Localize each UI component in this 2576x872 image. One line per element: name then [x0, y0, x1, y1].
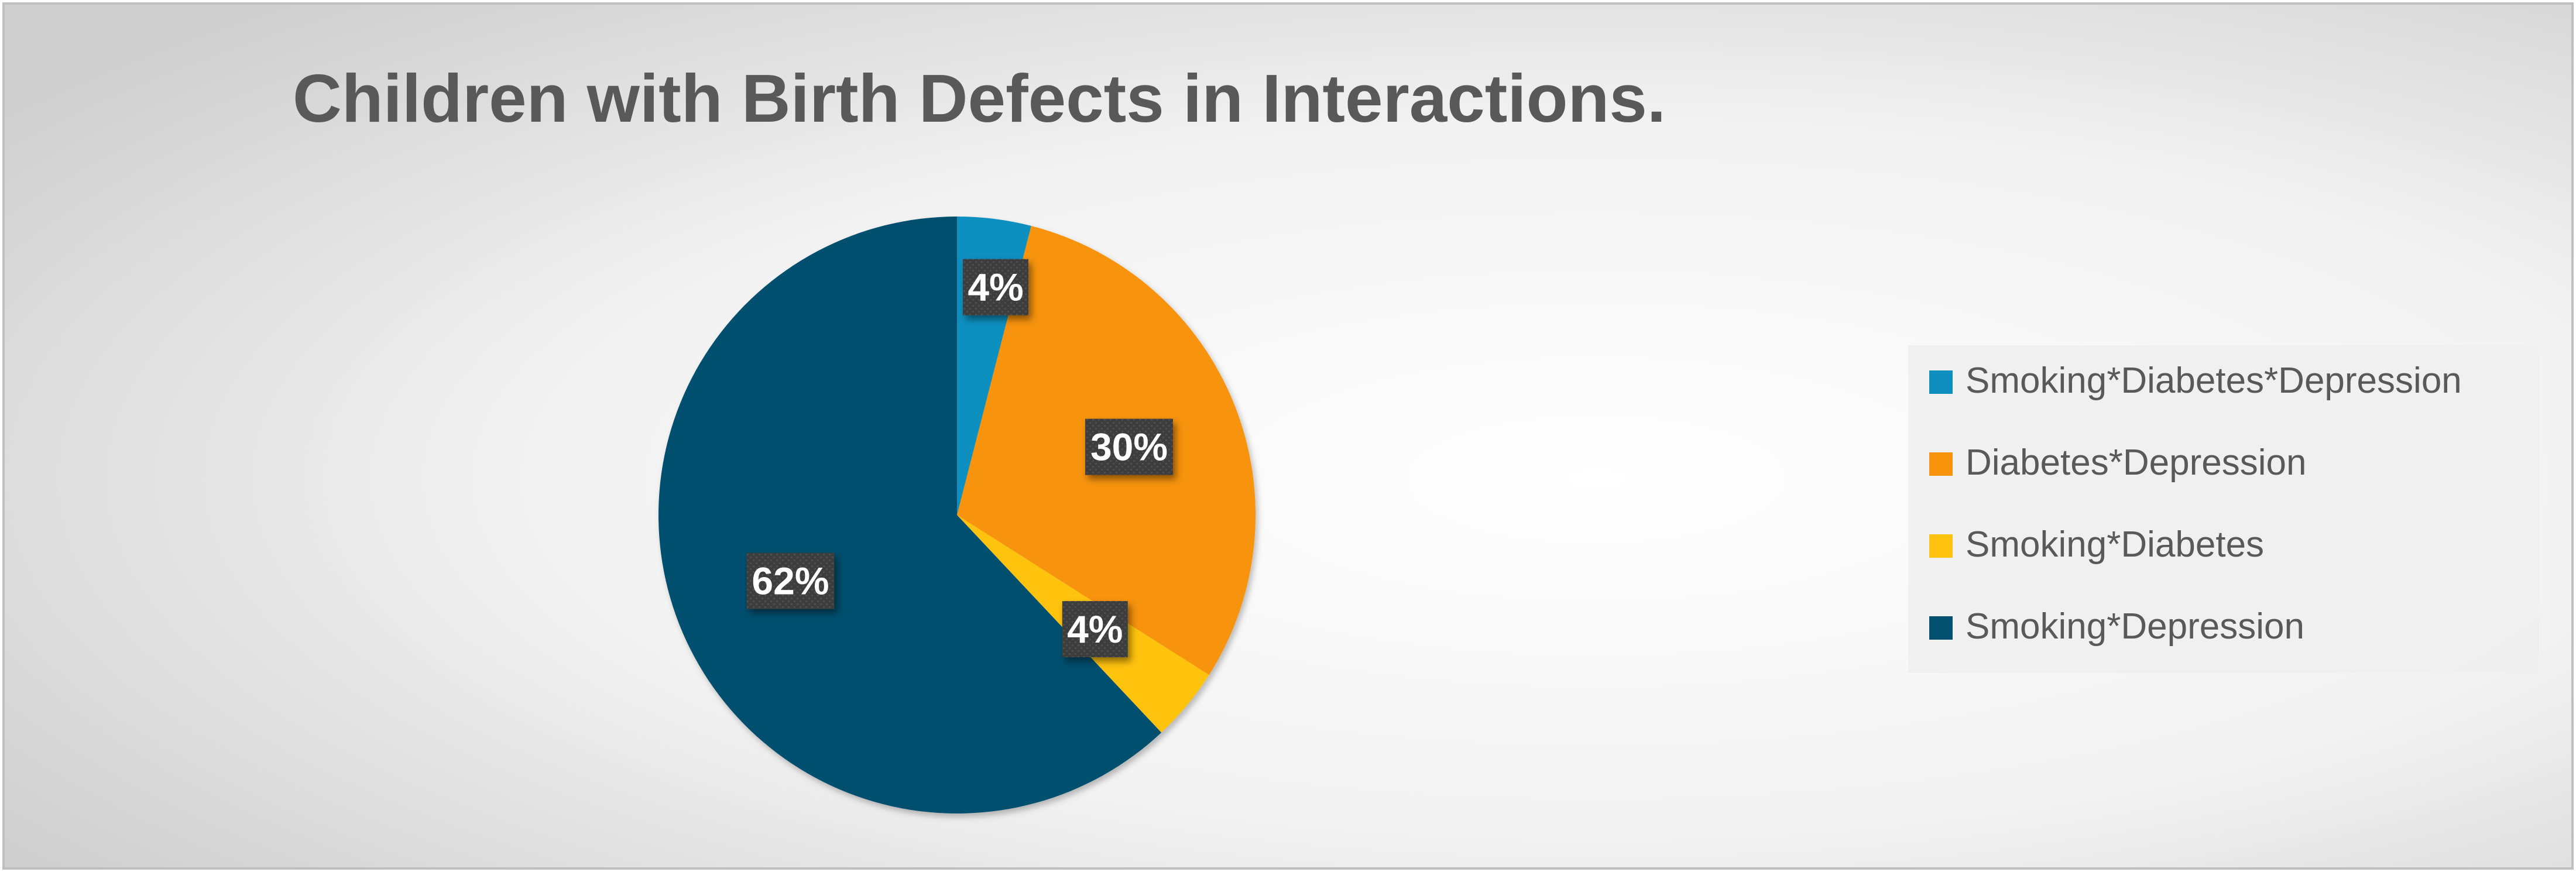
legend-label: Smoking*Diabetes*Depression	[1966, 361, 2462, 401]
legend-item: Smoking*Diabetes*Depression	[1929, 361, 2462, 401]
legend-label: Smoking*Diabetes	[1966, 524, 2264, 565]
data-label-text: 4%	[968, 266, 1023, 309]
data-label-1: 4%	[963, 259, 1029, 315]
data-label-4: 62%	[746, 552, 835, 609]
data-label-box	[1062, 601, 1128, 658]
legend-swatch	[1929, 534, 1953, 558]
legend-label: Smoking*Depression	[1966, 606, 2304, 647]
pie-slice-4	[658, 217, 1162, 813]
legend: Smoking*Diabetes*Depression Diabetes*Depr…	[1908, 345, 2539, 673]
legend-box	[1908, 345, 2539, 673]
pie-slices	[658, 217, 1256, 813]
data-label-text: 4%	[1067, 607, 1123, 651]
data-label-box	[963, 259, 1029, 315]
data-label-2: 30%	[1085, 418, 1173, 475]
data-label-box	[1085, 418, 1173, 475]
legend-item: Diabetes*Depression	[1929, 442, 2306, 483]
legend-item: Smoking*Diabetes	[1929, 524, 2264, 565]
legend-swatch	[1929, 370, 1953, 394]
data-label-text: 62%	[752, 559, 829, 603]
data-label-text: 30%	[1090, 425, 1168, 469]
data-label-3: 4%	[1062, 601, 1128, 658]
legend-swatch	[1929, 616, 1953, 640]
legend-swatch	[1929, 452, 1953, 476]
legend-item: Smoking*Depression	[1929, 606, 2304, 647]
data-labels: 4% 30% 4% 62%	[746, 259, 1173, 658]
data-label-box	[746, 552, 835, 609]
chart-title: Children with Birth Defects in Interacti…	[293, 60, 1666, 136]
legend-label: Diabetes*Depression	[1966, 442, 2306, 483]
